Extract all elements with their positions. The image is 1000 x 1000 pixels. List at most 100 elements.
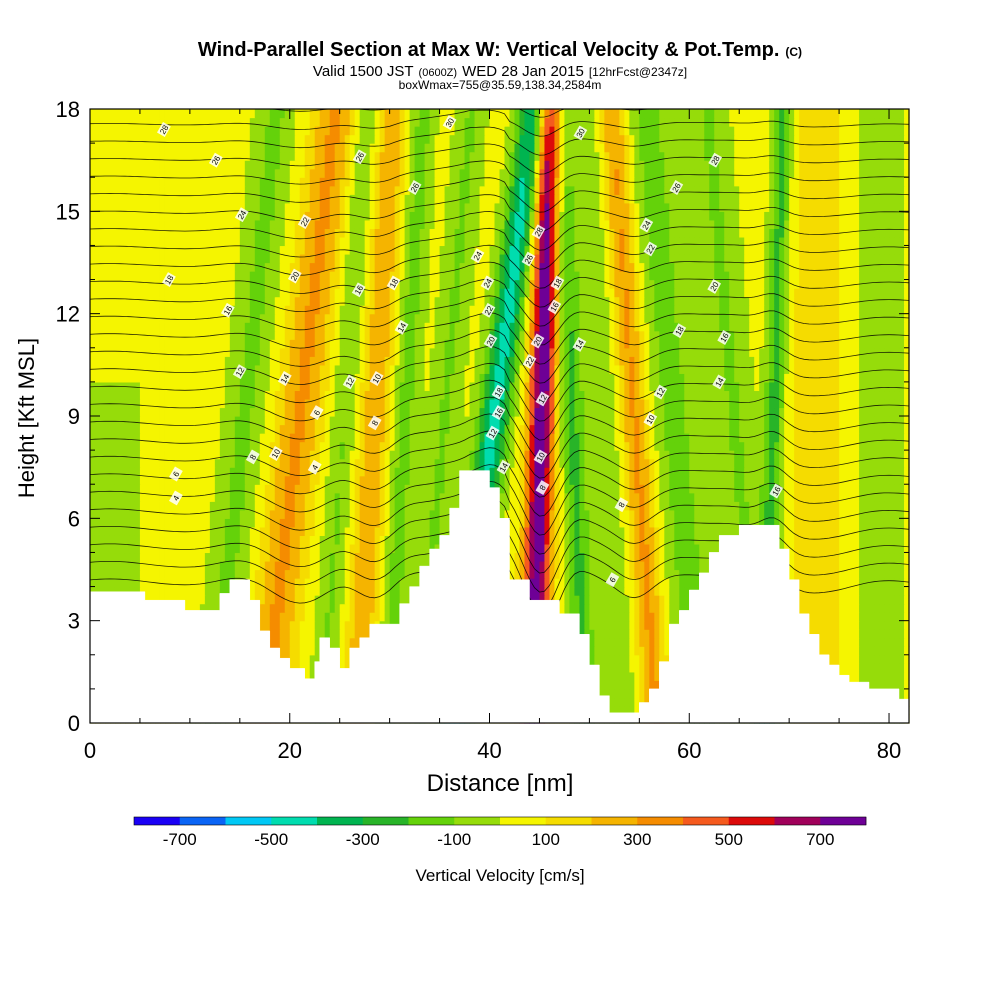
w-cell — [239, 484, 246, 494]
w-cell — [429, 526, 436, 536]
w-cell — [874, 646, 880, 656]
w-cell — [714, 518, 720, 528]
w-cell — [219, 492, 226, 502]
w-cell — [199, 569, 206, 579]
w-cell — [319, 475, 326, 485]
w-cell — [254, 526, 261, 536]
w-cell — [609, 646, 615, 656]
w-cell — [264, 578, 271, 588]
w-cell — [104, 501, 111, 511]
w-cell — [834, 484, 840, 494]
w-cell — [99, 484, 106, 494]
w-cell — [419, 475, 426, 485]
w-cell — [614, 646, 620, 656]
w-cell — [574, 509, 580, 519]
w-cell — [529, 526, 536, 536]
w-cell — [599, 654, 605, 664]
w-cell — [384, 578, 391, 588]
w-cell — [314, 603, 321, 613]
w-cell — [804, 560, 810, 571]
w-cell — [624, 475, 630, 485]
w-cell — [639, 629, 645, 639]
w-cell — [394, 509, 401, 519]
w-cell — [139, 526, 146, 536]
w-cell — [299, 569, 306, 579]
w-cell — [324, 578, 331, 588]
w-cell — [364, 629, 371, 639]
w-cell — [249, 543, 256, 554]
w-cell — [839, 595, 845, 605]
w-cell — [159, 586, 166, 596]
w-cell — [634, 518, 640, 528]
w-cell — [294, 458, 301, 468]
w-cell — [129, 509, 136, 519]
w-cell — [314, 543, 321, 554]
w-cell — [884, 680, 890, 690]
w-cell — [659, 492, 665, 502]
w-cell — [204, 543, 211, 554]
w-cell — [144, 595, 151, 605]
w-cell — [144, 552, 151, 562]
w-cell — [119, 535, 126, 545]
w-cell — [254, 475, 261, 485]
w-cell — [574, 518, 580, 528]
w-cell — [259, 501, 266, 511]
w-cell — [90, 475, 96, 485]
w-cell — [569, 526, 575, 536]
w-cell — [214, 484, 221, 494]
w-cell — [604, 680, 610, 690]
w-cell — [844, 467, 850, 477]
w-cell — [884, 509, 890, 519]
w-cell — [899, 620, 905, 630]
w-cell — [209, 509, 216, 519]
w-cell — [849, 560, 855, 571]
w-cell — [839, 586, 845, 596]
w-cell — [199, 586, 206, 596]
w-cell — [629, 535, 635, 545]
w-cell — [829, 620, 835, 630]
w-cell — [334, 518, 341, 528]
w-cell — [779, 543, 785, 554]
w-cell — [179, 467, 186, 477]
w-cell — [584, 526, 590, 536]
w-cell — [659, 560, 665, 571]
w-cell — [659, 603, 665, 613]
w-cell — [809, 603, 815, 613]
w-cell — [259, 560, 266, 571]
w-cell — [834, 586, 840, 596]
w-cell — [434, 492, 441, 502]
w-cell — [239, 560, 246, 571]
w-cell — [149, 560, 156, 571]
w-cell — [864, 543, 870, 554]
w-cell — [294, 578, 301, 588]
w-cell — [874, 543, 880, 554]
w-cell — [674, 467, 680, 477]
w-cell — [549, 484, 556, 494]
w-cell — [419, 526, 426, 536]
w-cell — [154, 458, 161, 468]
w-cell — [189, 603, 196, 613]
w-cell — [614, 586, 620, 596]
w-cell — [254, 484, 261, 494]
w-cell — [199, 458, 206, 468]
w-cell — [339, 509, 346, 519]
w-cell — [179, 458, 186, 468]
w-cell — [324, 467, 331, 477]
w-cell — [274, 560, 281, 571]
w-cell — [584, 552, 590, 562]
w-cell — [344, 552, 351, 562]
w-cell — [284, 612, 291, 622]
w-cell — [124, 509, 131, 519]
w-cell — [614, 535, 620, 545]
w-cell — [824, 578, 830, 588]
w-cell — [674, 509, 680, 519]
w-cell — [139, 586, 146, 596]
w-cell — [649, 501, 655, 511]
w-cell — [589, 543, 595, 554]
w-cell — [324, 501, 331, 511]
w-cell — [394, 603, 401, 613]
w-cell — [359, 467, 366, 477]
w-cell — [579, 526, 585, 536]
w-cell — [559, 475, 566, 485]
w-cell — [194, 586, 201, 596]
